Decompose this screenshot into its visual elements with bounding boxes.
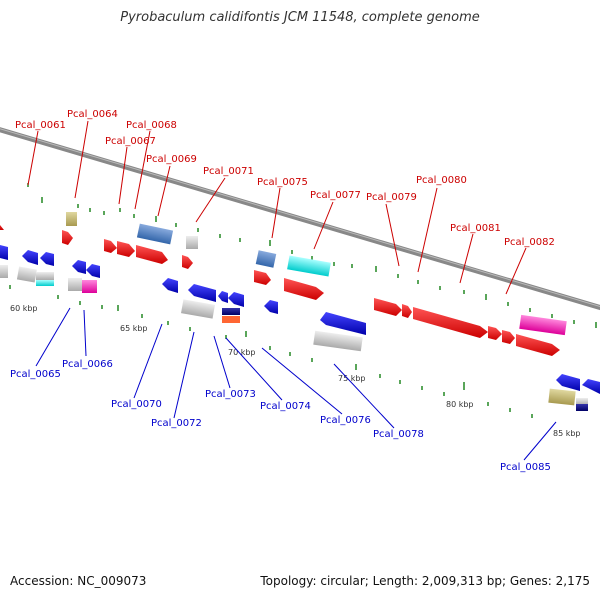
- gene-arrow[interactable]: [86, 264, 100, 278]
- gene-arrow[interactable]: [502, 330, 515, 344]
- gene-label-bottom[interactable]: Pcal_0078: [373, 429, 424, 440]
- gene-label-top[interactable]: Pcal_0064: [67, 109, 118, 120]
- gene-label-top[interactable]: Pcal_0081: [450, 223, 501, 234]
- gene-box[interactable]: [313, 330, 363, 352]
- gene-label-bottom[interactable]: Pcal_0085: [500, 462, 551, 473]
- gene-arrow[interactable]: [218, 291, 228, 303]
- gene-label-top[interactable]: Pcal_0071: [203, 166, 254, 177]
- accession-text: Accession: NC_009073: [10, 574, 147, 588]
- top-leader-lines: [27, 120, 527, 295]
- gene-arrow[interactable]: [556, 374, 580, 391]
- gene-arrow[interactable]: [284, 278, 324, 300]
- scale-label: 60 kbp: [10, 304, 38, 313]
- gene-box[interactable]: [222, 308, 240, 315]
- gene-box[interactable]: [0, 265, 8, 278]
- genome-backbone: [0, 120, 600, 342]
- gene-label-top[interactable]: Pcal_0077: [310, 190, 361, 201]
- forward-genes: [0, 212, 567, 356]
- gene-box[interactable]: [16, 266, 37, 283]
- gene-box[interactable]: [36, 280, 54, 286]
- gene-arrow[interactable]: [182, 255, 193, 269]
- gene-label-bottom[interactable]: Pcal_0066: [62, 359, 113, 370]
- gene-box[interactable]: [255, 250, 277, 268]
- gene-arrow[interactable]: [136, 245, 168, 264]
- gene-label-top[interactable]: Pcal_0080: [416, 175, 467, 186]
- gene-arrow[interactable]: [0, 245, 8, 260]
- gene-label-bottom[interactable]: Pcal_0070: [111, 399, 162, 410]
- gene-box[interactable]: [576, 398, 588, 405]
- gene-arrow[interactable]: [104, 239, 117, 253]
- gene-arrow[interactable]: [117, 241, 135, 257]
- gene-label-bottom[interactable]: Pcal_0065: [10, 369, 61, 380]
- gene-arrow[interactable]: [488, 326, 502, 340]
- gene-label-top[interactable]: Pcal_0061: [15, 120, 66, 131]
- gene-label-top[interactable]: Pcal_0079: [366, 192, 417, 203]
- gene-box[interactable]: [136, 223, 174, 245]
- gene-box[interactable]: [36, 272, 54, 280]
- gene-label-top[interactable]: Pcal_0067: [105, 136, 156, 147]
- gene-label-top[interactable]: Pcal_0069: [146, 154, 197, 165]
- gene-box[interactable]: [222, 316, 240, 323]
- gene-box[interactable]: [576, 404, 588, 411]
- gene-label-bottom[interactable]: Pcal_0074: [260, 401, 311, 412]
- gene-box[interactable]: [548, 388, 576, 406]
- gene-arrow[interactable]: [72, 260, 86, 274]
- gene-arrow[interactable]: [320, 312, 366, 335]
- topology-text: Topology: circular; Length: 2,009,313 bp…: [260, 574, 590, 588]
- scale-label: 80 kbp: [446, 400, 474, 409]
- gene-label-top[interactable]: Pcal_0075: [257, 177, 308, 188]
- gene-box[interactable]: [181, 299, 215, 319]
- scale-label: 75 kbp: [338, 374, 366, 383]
- gene-arrow[interactable]: [162, 278, 178, 293]
- gene-arrow[interactable]: [516, 334, 560, 356]
- scale-label: 70 kbp: [228, 348, 256, 357]
- gene-arrow[interactable]: [254, 270, 271, 285]
- gene-box[interactable]: [186, 236, 198, 249]
- gene-box[interactable]: [66, 212, 77, 226]
- map-title: Pyrobaculum calidifontis JCM 11548, comp…: [120, 10, 480, 25]
- gene-box[interactable]: [519, 314, 567, 336]
- gene-arrow[interactable]: [228, 292, 244, 307]
- gene-box[interactable]: [287, 255, 331, 277]
- gene-arrow[interactable]: [0, 220, 4, 230]
- gene-label-top[interactable]: Pcal_0082: [504, 237, 555, 248]
- gene-arrow[interactable]: [413, 307, 488, 338]
- gene-arrow[interactable]: [264, 300, 278, 314]
- gene-arrow[interactable]: [40, 252, 54, 266]
- scale-label: 65 kbp: [120, 324, 148, 333]
- gene-label-top[interactable]: Pcal_0068: [126, 120, 177, 131]
- gene-label-bottom[interactable]: Pcal_0073: [205, 389, 256, 400]
- bottom-leader-lines: [35, 307, 557, 461]
- gene-label-bottom[interactable]: Pcal_0076: [320, 415, 371, 426]
- gene-arrow[interactable]: [62, 230, 73, 245]
- gene-label-bottom[interactable]: Pcal_0072: [151, 418, 202, 429]
- gene-arrow[interactable]: [374, 298, 402, 316]
- scale-label: 85 kbp: [553, 429, 581, 438]
- gene-arrow[interactable]: [22, 250, 38, 265]
- tick-marks: [9, 183, 597, 418]
- gene-box[interactable]: [68, 278, 82, 291]
- reverse-genes: [0, 245, 600, 411]
- gene-arrow[interactable]: [582, 379, 600, 394]
- gene-arrow[interactable]: [188, 284, 216, 302]
- gene-arrow[interactable]: [402, 304, 412, 318]
- gene-box[interactable]: [82, 280, 97, 293]
